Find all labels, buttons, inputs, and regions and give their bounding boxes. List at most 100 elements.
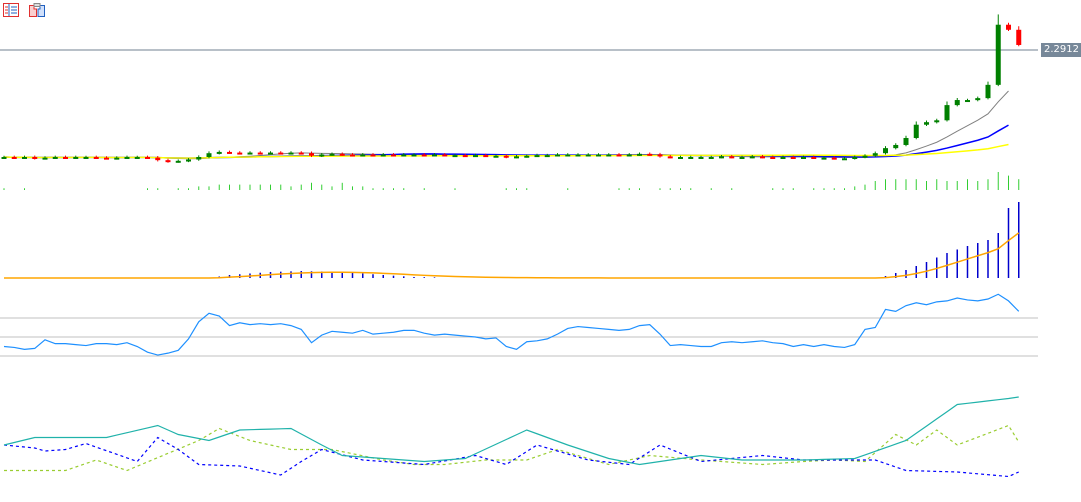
candle xyxy=(186,158,191,163)
candle-body xyxy=(11,157,17,159)
candle xyxy=(309,151,314,157)
candle-body xyxy=(1006,24,1011,30)
candle-body xyxy=(237,152,243,155)
candle-body xyxy=(893,144,899,149)
signal-line xyxy=(4,232,1020,279)
candle xyxy=(985,81,991,100)
candle-body xyxy=(278,152,284,155)
candle xyxy=(165,158,171,163)
candle xyxy=(114,156,120,160)
candle xyxy=(913,121,919,140)
candle xyxy=(688,155,694,159)
candle xyxy=(298,151,304,155)
candle xyxy=(657,152,663,158)
data-window-icon[interactable] xyxy=(3,3,19,17)
candle xyxy=(739,155,745,159)
candle xyxy=(268,151,273,155)
candle-body xyxy=(903,138,909,145)
candle-body xyxy=(975,98,981,101)
candle-body xyxy=(657,154,663,157)
candle-body xyxy=(596,154,601,157)
candle xyxy=(790,155,796,159)
candle-body xyxy=(175,160,181,163)
candle-body xyxy=(872,153,878,156)
candle xyxy=(1,155,7,159)
candle-body xyxy=(1016,29,1022,45)
candle-body xyxy=(421,154,427,157)
candle xyxy=(801,155,806,159)
candle xyxy=(975,96,981,102)
candle-body xyxy=(555,154,560,157)
candle xyxy=(698,155,704,159)
candle-body xyxy=(370,154,376,157)
candle xyxy=(626,153,632,157)
candle xyxy=(637,152,642,156)
candle xyxy=(134,155,140,159)
candle-body xyxy=(749,156,755,159)
candle-body xyxy=(954,100,960,106)
candle-body xyxy=(698,157,704,159)
candle-body xyxy=(544,155,550,158)
candle xyxy=(862,154,868,159)
candle xyxy=(995,14,1001,87)
candle xyxy=(124,155,130,159)
candle xyxy=(1006,22,1011,32)
ma-fast-line xyxy=(3,90,1009,160)
candle-body xyxy=(339,153,345,156)
candle xyxy=(155,155,161,162)
candle xyxy=(32,155,38,160)
candle-body xyxy=(360,154,366,157)
candle xyxy=(380,153,386,157)
candle-body xyxy=(401,154,407,157)
candle-body xyxy=(780,157,786,159)
candle-body xyxy=(616,154,622,157)
candle xyxy=(257,151,263,155)
candle xyxy=(596,153,601,157)
candle xyxy=(821,156,827,160)
candle xyxy=(760,155,765,159)
candle-body xyxy=(196,157,202,160)
current-price-label: 2.2912 xyxy=(1041,43,1081,57)
candle-body xyxy=(165,160,171,163)
candle xyxy=(954,98,960,107)
candle-body xyxy=(124,157,130,159)
candle-body xyxy=(83,157,89,159)
candle-body xyxy=(247,152,253,155)
candle xyxy=(104,156,109,160)
candle-body xyxy=(678,157,683,159)
candle-body xyxy=(534,155,540,158)
candle-body xyxy=(114,157,120,160)
candle-body xyxy=(380,154,386,157)
oscillator-line xyxy=(3,293,1020,356)
candle-body xyxy=(801,157,806,159)
candle xyxy=(391,153,396,157)
candle xyxy=(421,153,427,157)
candle-body xyxy=(688,157,694,159)
candle-body xyxy=(473,155,478,158)
candle xyxy=(934,118,940,124)
candle xyxy=(442,153,448,157)
candle-body xyxy=(739,157,745,159)
candle-body xyxy=(760,156,765,159)
candle xyxy=(339,152,345,156)
candle-body xyxy=(268,152,273,155)
candle xyxy=(708,155,714,159)
candle-body xyxy=(585,154,591,157)
candle xyxy=(22,155,27,159)
candle xyxy=(145,155,150,159)
candle-body xyxy=(565,154,571,157)
toolbar xyxy=(3,3,45,17)
candle xyxy=(565,153,571,157)
candle xyxy=(555,153,560,157)
candle xyxy=(944,101,950,122)
candle xyxy=(63,155,68,159)
candle-body xyxy=(93,157,99,159)
candle xyxy=(452,153,458,158)
candle-body xyxy=(503,155,509,158)
candle-body xyxy=(606,154,612,157)
indicator-list-icon[interactable] xyxy=(29,3,45,17)
minus-di-line xyxy=(3,436,1019,478)
candle-body xyxy=(934,120,940,123)
candle-body xyxy=(729,156,735,159)
